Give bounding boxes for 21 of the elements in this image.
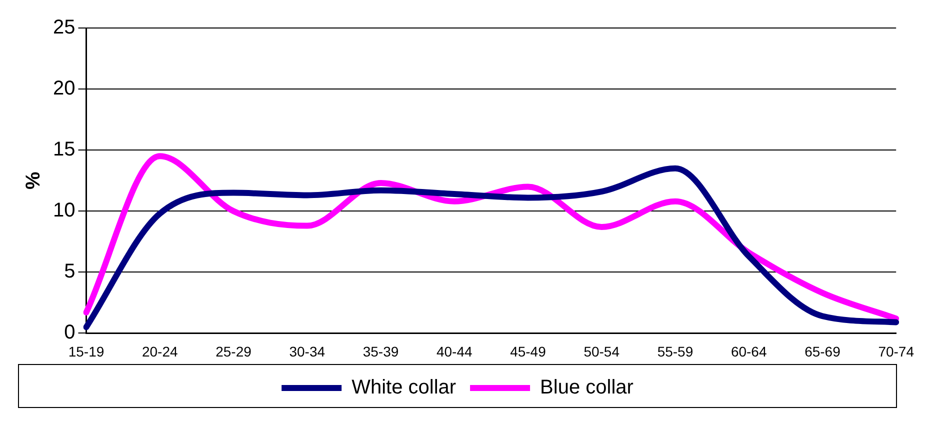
x-tick-label: 45-49 — [510, 343, 546, 360]
x-tick-label: 25-29 — [216, 343, 252, 360]
legend-label: White collar — [352, 376, 456, 399]
y-tick-label: 15 — [52, 138, 76, 161]
x-tick-label: 40-44 — [436, 343, 472, 360]
x-tick-label: 50-54 — [584, 343, 620, 360]
x-tick-label: 35-39 — [362, 343, 399, 360]
x-tick-label: 70-74 — [878, 343, 914, 360]
y-tick-label: 25 — [52, 16, 76, 39]
legend-label: Blue collar — [540, 376, 634, 399]
y-tick-label: 20 — [52, 78, 76, 100]
y-tick-label: 5 — [64, 260, 76, 283]
y-tick-label: 10 — [52, 200, 76, 222]
x-tick-label: 15-19 — [68, 343, 104, 360]
x-tick-label: 55-59 — [657, 343, 694, 360]
y-tick-label: 0 — [64, 322, 76, 344]
y-axis-title: % — [22, 172, 45, 190]
x-tick-label: 30-34 — [289, 343, 326, 360]
x-tick-label: 60-64 — [730, 343, 767, 360]
x-tick-label: 20-24 — [142, 343, 178, 360]
x-tick-label: 65-69 — [804, 343, 841, 360]
